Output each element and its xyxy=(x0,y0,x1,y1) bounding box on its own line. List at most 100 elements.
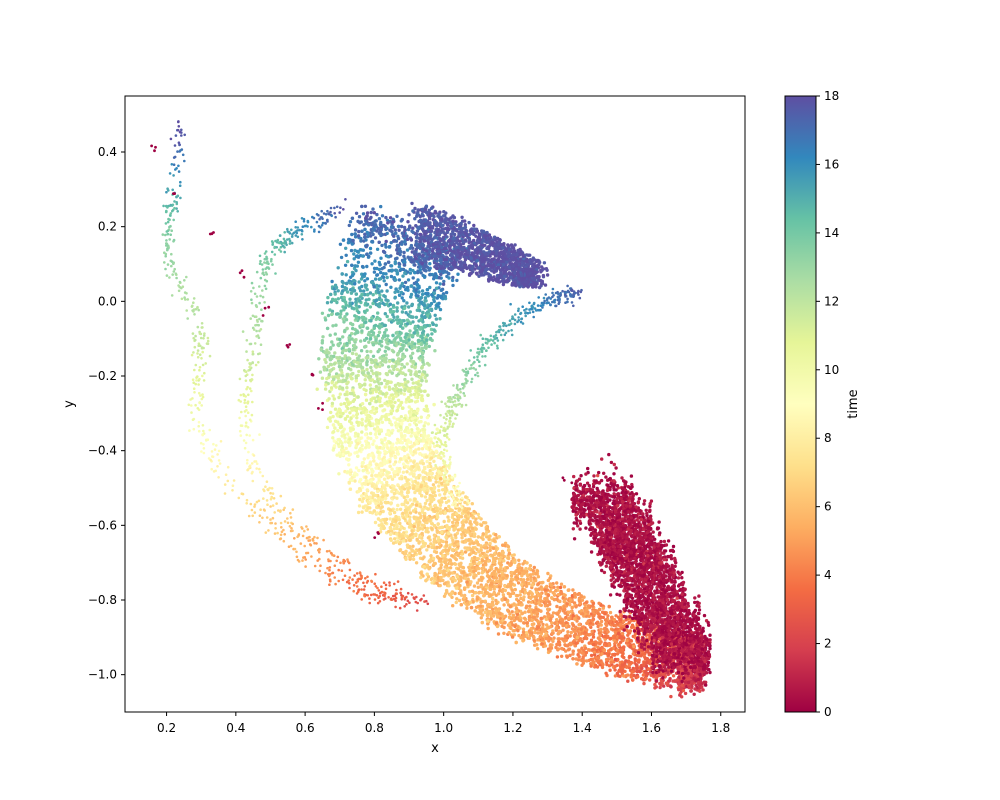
scatter-point xyxy=(433,493,437,498)
scatter-point xyxy=(408,310,412,314)
scatter-point xyxy=(545,603,550,608)
scatter-point xyxy=(434,480,438,484)
scatter-point xyxy=(374,474,378,478)
scatter-point xyxy=(347,440,351,445)
scatter-point xyxy=(636,675,640,679)
scatter-point xyxy=(359,339,363,343)
scatter-point xyxy=(457,507,461,511)
scatter-point xyxy=(560,654,564,658)
scatter-point xyxy=(448,566,453,570)
scatter-point xyxy=(429,577,433,582)
scatter-point xyxy=(395,408,400,412)
scatter-point xyxy=(391,541,396,545)
scatter-point xyxy=(407,525,412,529)
scatter-point xyxy=(404,498,408,502)
scatter-point xyxy=(389,285,393,289)
scatter-point xyxy=(430,332,434,336)
scatter-point xyxy=(693,687,697,691)
scatter-point xyxy=(344,253,348,257)
scatter-point xyxy=(409,434,413,438)
scatter-point xyxy=(408,329,412,333)
scatter-point xyxy=(392,491,397,496)
scatter-point xyxy=(425,459,429,464)
scatter-point xyxy=(371,407,375,411)
scatter-point xyxy=(364,320,368,324)
scatter-point xyxy=(423,421,427,425)
scatter-point xyxy=(514,603,518,607)
scatter-point xyxy=(362,289,366,293)
scatter-point xyxy=(356,442,360,446)
scatter-point xyxy=(373,520,378,525)
scatter-point xyxy=(398,507,403,511)
scatter-point xyxy=(601,606,605,610)
scatter-point xyxy=(336,289,340,293)
scatter-point xyxy=(344,246,348,250)
scatter-point xyxy=(539,616,543,621)
scatter-point xyxy=(433,313,437,317)
scatter-point xyxy=(522,595,526,599)
scatter-point xyxy=(373,259,377,263)
scatter-point xyxy=(344,273,348,277)
scatter-point xyxy=(384,272,388,276)
scatter-point xyxy=(419,334,424,338)
scatter-point xyxy=(402,445,406,449)
scatter-point xyxy=(642,681,646,686)
scatter-point xyxy=(368,337,373,341)
scatter-point xyxy=(461,520,465,524)
scatter-point xyxy=(360,430,364,434)
scatter-point xyxy=(598,637,602,641)
scatter-point xyxy=(340,291,344,296)
scatter-point xyxy=(429,327,434,332)
scatter-point xyxy=(380,441,384,445)
scatter-point xyxy=(379,256,383,260)
scatter-point xyxy=(323,387,328,391)
scatter-point xyxy=(430,475,434,479)
scatter-point xyxy=(371,232,375,237)
scatter-point xyxy=(374,466,378,470)
scatter-point xyxy=(368,305,373,309)
scatter-point xyxy=(444,500,449,505)
scatter-point xyxy=(366,371,370,375)
scatter-point xyxy=(403,373,408,377)
scatter-point xyxy=(384,239,388,244)
scatter-point xyxy=(363,378,367,382)
scatter-point xyxy=(377,456,381,460)
scatter-point xyxy=(371,333,375,337)
scatter-point xyxy=(476,512,480,517)
scatter-point xyxy=(325,376,329,381)
scatter-point xyxy=(625,673,630,677)
scatter-point xyxy=(343,440,348,444)
scatter-point xyxy=(434,281,439,285)
scatter-point xyxy=(408,267,412,272)
scatter-point xyxy=(423,501,428,506)
scatter-point xyxy=(339,255,344,260)
scatter-point xyxy=(366,455,370,460)
scatter-point xyxy=(400,362,404,367)
scatter-point xyxy=(395,496,399,500)
scatter-point xyxy=(369,349,373,354)
scatter-point xyxy=(360,329,364,333)
scatter-point xyxy=(376,481,380,485)
scatter-point xyxy=(340,284,345,289)
scatter-point xyxy=(367,297,371,301)
scatter-point xyxy=(408,511,413,515)
scatter-point xyxy=(445,590,449,594)
scatter-point xyxy=(439,525,444,530)
scatter-point xyxy=(408,271,413,275)
scatter-point xyxy=(539,630,544,634)
scatter-point xyxy=(552,592,557,597)
scatter-point xyxy=(352,252,356,256)
scatter-point xyxy=(348,472,353,476)
scatter-point xyxy=(392,367,396,372)
scatter-point xyxy=(330,401,335,406)
scatter-point xyxy=(373,432,378,436)
scatter-point xyxy=(348,362,352,367)
scatter-point xyxy=(414,389,418,393)
scatter-point xyxy=(427,559,431,564)
scatter-point xyxy=(599,619,604,624)
scatter-point xyxy=(369,365,373,370)
scatter-point xyxy=(372,270,377,274)
scatter-point xyxy=(372,427,377,431)
scatter-point xyxy=(357,215,362,219)
scatter-point xyxy=(411,351,415,355)
